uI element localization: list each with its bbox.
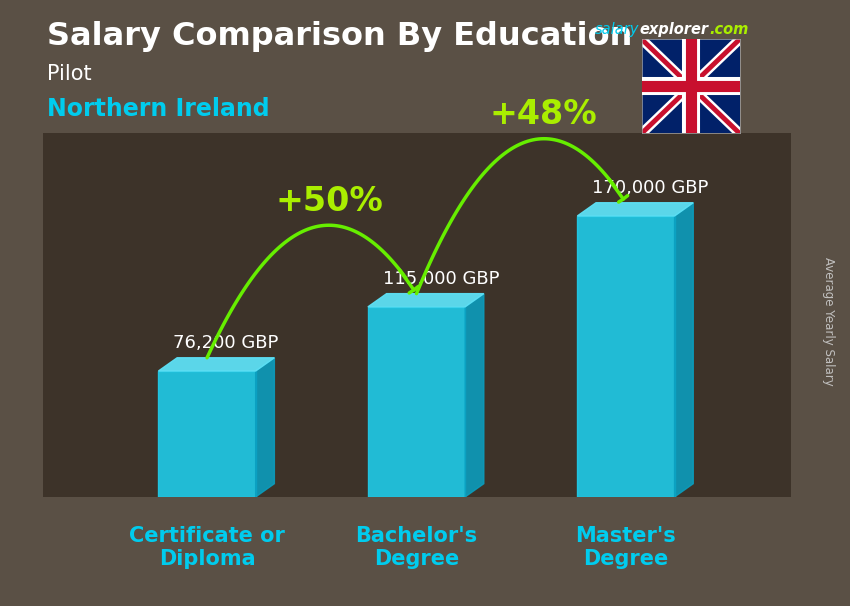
Polygon shape — [577, 203, 694, 216]
Text: Master's
Degree: Master's Degree — [575, 526, 677, 569]
Polygon shape — [465, 294, 484, 497]
Text: +48%: +48% — [490, 98, 598, 132]
Text: salary: salary — [595, 22, 639, 38]
Text: +50%: +50% — [275, 185, 382, 218]
Polygon shape — [675, 203, 694, 497]
Text: Average Yearly Salary: Average Yearly Salary — [822, 257, 836, 385]
Polygon shape — [158, 371, 256, 497]
Polygon shape — [158, 358, 275, 371]
Text: explorer: explorer — [639, 22, 708, 38]
Text: Pilot: Pilot — [47, 64, 91, 84]
Polygon shape — [368, 294, 484, 307]
Text: 170,000 GBP: 170,000 GBP — [592, 179, 709, 198]
Text: 76,200 GBP: 76,200 GBP — [173, 335, 279, 352]
Polygon shape — [577, 216, 675, 497]
Text: Bachelor's
Degree: Bachelor's Degree — [355, 526, 478, 569]
Text: .com: .com — [709, 22, 748, 38]
Text: Salary Comparison By Education: Salary Comparison By Education — [47, 21, 632, 52]
Text: 115,000 GBP: 115,000 GBP — [382, 270, 499, 288]
Polygon shape — [256, 358, 275, 497]
Polygon shape — [368, 307, 465, 497]
Text: Northern Ireland: Northern Ireland — [47, 97, 269, 121]
Text: Certificate or
Diploma: Certificate or Diploma — [129, 526, 285, 569]
